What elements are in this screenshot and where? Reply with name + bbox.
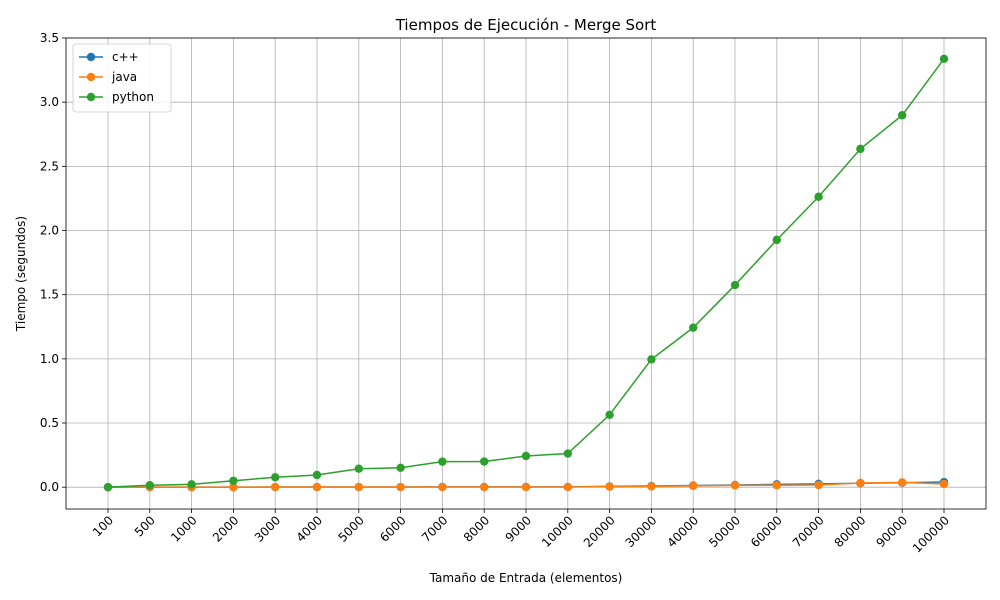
x-tick-label: 1000 xyxy=(168,513,199,544)
data-point xyxy=(229,482,238,492)
data-point xyxy=(563,449,572,458)
data-point xyxy=(647,482,656,491)
data-point xyxy=(856,478,865,488)
y-tick-label: 0.5 xyxy=(40,416,59,430)
x-tick-label: 5000 xyxy=(335,513,366,544)
y-tick-label: 2.5 xyxy=(40,159,59,173)
x-tick-label: 10000 xyxy=(539,513,576,550)
grid-lines xyxy=(66,37,986,509)
data-point xyxy=(898,111,907,120)
x-tick-label: 90000 xyxy=(873,513,910,550)
legend-item-java: java xyxy=(79,70,137,84)
x-tick-label: 100 xyxy=(90,513,116,539)
y-tick-label: 0.0 xyxy=(40,480,59,494)
x-tick-label: 30000 xyxy=(623,513,660,550)
series-java xyxy=(103,478,949,492)
data-point xyxy=(480,457,489,466)
y-tick-label: 3.5 xyxy=(40,31,59,45)
y-axis-ticks: 0.0 0.5 1.0 1.5 2.0 2.5 3.0 3.5 xyxy=(40,31,66,494)
data-point xyxy=(312,482,322,492)
data-point xyxy=(939,479,949,489)
data-point xyxy=(103,482,113,492)
x-tick-label: 3000 xyxy=(252,513,283,544)
x-tick-label: 80000 xyxy=(832,513,869,550)
data-point xyxy=(354,482,363,492)
x-tick-label: 9000 xyxy=(503,513,534,544)
data-point xyxy=(939,54,949,63)
legend-label: c++ xyxy=(112,50,139,64)
legend-item-c++: c++ xyxy=(79,50,139,64)
data-point xyxy=(814,480,823,490)
data-point xyxy=(438,457,447,466)
data-point xyxy=(856,144,865,154)
data-point xyxy=(396,463,405,473)
y-tick-label: 2.0 xyxy=(40,224,59,238)
data-point xyxy=(145,481,154,490)
x-tick-label: 40000 xyxy=(664,513,701,550)
data-point xyxy=(605,482,614,491)
x-tick-label: 4000 xyxy=(294,513,325,544)
data-point xyxy=(689,481,698,491)
chart-title: Tiempos de Ejecución - Merge Sort xyxy=(395,16,657,34)
data-point xyxy=(271,473,280,482)
x-tick-label: 2000 xyxy=(210,513,241,544)
data-point xyxy=(312,470,322,480)
data-point xyxy=(271,482,280,492)
data-point xyxy=(772,481,781,490)
x-tick-label: 70000 xyxy=(790,513,827,550)
y-tick-label: 1.0 xyxy=(40,352,59,366)
x-tick-label: 50000 xyxy=(706,513,743,550)
data-point xyxy=(563,482,572,492)
data-point xyxy=(187,480,196,489)
x-tick-label: 60000 xyxy=(748,513,785,550)
data-point xyxy=(730,481,740,490)
data-point xyxy=(814,192,823,201)
data-point xyxy=(521,482,531,492)
data-point xyxy=(772,235,781,245)
data-point xyxy=(689,323,698,332)
x-tick-label: 6000 xyxy=(377,513,408,544)
x-tick-label: 20000 xyxy=(581,513,618,550)
data-point xyxy=(354,464,363,473)
y-tick-label: 1.5 xyxy=(40,288,59,302)
x-axis-label: Tamaño de Entrada (elementos) xyxy=(429,571,623,585)
data-point xyxy=(898,478,907,487)
data-point xyxy=(647,355,656,364)
x-tick-label: 500 xyxy=(132,513,158,539)
data-point xyxy=(605,410,614,419)
data-point xyxy=(396,482,405,492)
legend-box xyxy=(72,43,172,113)
series-python xyxy=(103,54,949,492)
data-point xyxy=(730,280,740,290)
legend: c++ java python xyxy=(72,43,172,113)
data-point xyxy=(521,451,531,461)
y-axis-label: Tiempo (segundos) xyxy=(14,216,28,332)
x-axis-ticks: 100 500 1000 2000 3000 4000 5000 6000 7000 8000 90… xyxy=(90,509,952,556)
data-point xyxy=(229,476,238,485)
data-series xyxy=(103,54,949,492)
x-tick-label: 8000 xyxy=(461,513,492,544)
x-tick-label: 7000 xyxy=(419,513,450,544)
data-point xyxy=(438,482,447,492)
legend-label: python xyxy=(112,90,154,104)
legend-item-python: python xyxy=(79,90,154,104)
legend-marker xyxy=(86,72,96,82)
data-point xyxy=(480,482,489,492)
legend-marker xyxy=(86,52,96,62)
legend-label: java xyxy=(111,70,137,84)
y-tick-label: 3.0 xyxy=(40,95,59,109)
legend-marker xyxy=(86,92,96,102)
x-tick-label: 100000 xyxy=(910,513,952,555)
